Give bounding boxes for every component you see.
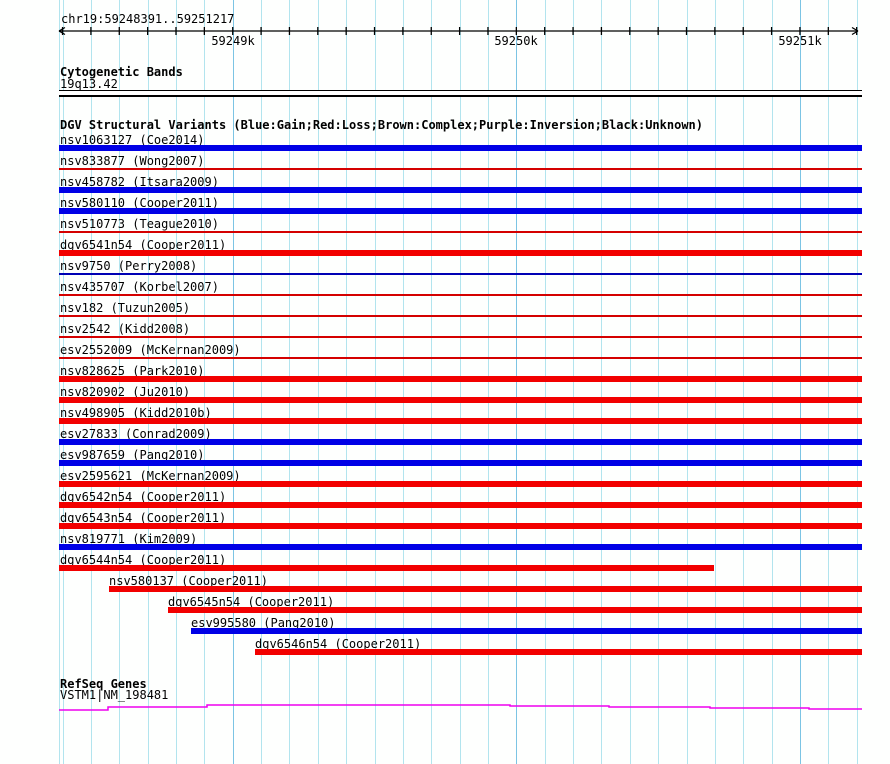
variant-bar[interactable] bbox=[59, 481, 862, 487]
gridline bbox=[516, 0, 517, 764]
gridline bbox=[772, 0, 773, 764]
variant-label: nsv819771 (Kim2009) bbox=[60, 532, 198, 546]
variant-bar[interactable] bbox=[59, 336, 862, 338]
variant-label: nsv435707 (Korbel2007) bbox=[60, 280, 219, 294]
variant-bar[interactable] bbox=[191, 628, 862, 634]
variant-label: dgv6545n54 (Cooper2011) bbox=[168, 595, 335, 609]
variant-bar[interactable] bbox=[59, 544, 862, 550]
cytoband-section-title: Cytogenetic Bands bbox=[60, 65, 183, 79]
gridline bbox=[687, 0, 688, 764]
gridline bbox=[375, 0, 376, 764]
variant-label: nsv2542 (Kidd2008) bbox=[60, 322, 191, 336]
variant-bar[interactable] bbox=[59, 187, 862, 193]
ruler-tick-label: 59249k bbox=[211, 34, 255, 48]
gridline bbox=[488, 0, 489, 764]
variant-label: dgv6543n54 (Cooper2011) bbox=[60, 511, 227, 525]
variant-bar[interactable] bbox=[59, 565, 714, 571]
cytoband-name-label: 19q13.42 bbox=[60, 77, 118, 91]
gridline bbox=[743, 0, 744, 764]
gridline bbox=[573, 0, 574, 764]
variant-label: nsv458782 (Itsara2009) bbox=[60, 175, 219, 189]
variant-bar[interactable] bbox=[59, 376, 862, 382]
gridline bbox=[63, 0, 64, 764]
gridline bbox=[148, 0, 149, 764]
variant-bar[interactable] bbox=[59, 273, 862, 275]
variant-label: nsv1063127 (Coe2014) bbox=[60, 133, 205, 147]
variant-bar[interactable] bbox=[59, 145, 862, 151]
variant-bar[interactable] bbox=[59, 294, 862, 296]
variant-bar[interactable] bbox=[59, 168, 862, 170]
variant-bar[interactable] bbox=[59, 208, 862, 214]
ruler-axis[interactable] bbox=[0, 0, 890, 50]
variant-label: esv987659 (Pang2010) bbox=[60, 448, 205, 462]
variant-label: nsv9750 (Perry2008) bbox=[60, 259, 198, 273]
variant-bar[interactable] bbox=[168, 607, 862, 613]
variant-label: esv2552009 (McKernan2009) bbox=[60, 343, 241, 357]
gridline bbox=[431, 0, 432, 764]
variant-label: nsv580110 (Cooper2011) bbox=[60, 196, 219, 210]
gridline bbox=[289, 0, 290, 764]
variant-bar[interactable] bbox=[59, 250, 862, 256]
variant-bar[interactable] bbox=[59, 523, 862, 529]
variant-label: dgv6542n54 (Cooper2011) bbox=[60, 490, 227, 504]
gridline bbox=[828, 0, 829, 764]
variant-label: dgv6544n54 (Cooper2011) bbox=[60, 553, 227, 567]
variant-label: nsv833877 (Wong2007) bbox=[60, 154, 205, 168]
variant-label: esv2595621 (McKernan2009) bbox=[60, 469, 241, 483]
variant-label: nsv820902 (Ju2010) bbox=[60, 385, 191, 399]
variant-bar[interactable] bbox=[59, 439, 862, 445]
variant-label: nsv498905 (Kidd2010b) bbox=[60, 406, 212, 420]
gridline bbox=[601, 0, 602, 764]
variant-label: esv995580 (Pang2010) bbox=[191, 616, 336, 630]
gridline bbox=[630, 0, 631, 764]
variant-label: nsv580137 (Cooper2011) bbox=[109, 574, 268, 588]
variant-bar[interactable] bbox=[59, 315, 862, 317]
variant-bar[interactable] bbox=[59, 231, 862, 233]
gridline bbox=[91, 0, 92, 764]
gridline bbox=[59, 0, 60, 764]
region-position-label: chr19:59248391..59251217 bbox=[61, 12, 235, 26]
variant-bar[interactable] bbox=[59, 357, 862, 359]
variant-label: nsv510773 (Teague2010) bbox=[60, 217, 219, 231]
gridline bbox=[460, 0, 461, 764]
gridline bbox=[857, 0, 858, 764]
refseq-gene-label: VSTM1|NM_198481 bbox=[60, 688, 169, 702]
gridline bbox=[545, 0, 546, 764]
refseq-section-title: RefSeq Genes bbox=[60, 677, 147, 691]
gridline bbox=[176, 0, 177, 764]
dgv-section-title: DGV Structural Variants (Blue:Gain;Red:L… bbox=[60, 118, 703, 132]
gridline bbox=[658, 0, 659, 764]
gridline bbox=[318, 0, 319, 764]
variant-bar[interactable] bbox=[59, 460, 862, 466]
gridline bbox=[346, 0, 347, 764]
gridline bbox=[403, 0, 404, 764]
variant-bar[interactable] bbox=[59, 397, 862, 403]
gridline bbox=[233, 0, 234, 764]
cytoband-rect[interactable] bbox=[59, 90, 862, 97]
gridline bbox=[800, 0, 801, 764]
gridline bbox=[715, 0, 716, 764]
gene-line[interactable] bbox=[59, 704, 862, 711]
variant-label: dgv6541n54 (Cooper2011) bbox=[60, 238, 227, 252]
gridline bbox=[204, 0, 205, 764]
variant-bar[interactable] bbox=[109, 586, 862, 592]
variant-label: dgv6546n54 (Cooper2011) bbox=[255, 637, 422, 651]
ruler-tick-label: 59250k bbox=[494, 34, 538, 48]
gridline bbox=[261, 0, 262, 764]
variant-label: esv27833 (Conrad2009) bbox=[60, 427, 212, 441]
variant-bar[interactable] bbox=[59, 502, 862, 508]
variant-bar[interactable] bbox=[59, 418, 862, 424]
variant-label: nsv182 (Tuzun2005) bbox=[60, 301, 191, 315]
ruler-tick-label: 59251k bbox=[778, 34, 822, 48]
variant-label: nsv828625 (Park2010) bbox=[60, 364, 205, 378]
gridline bbox=[119, 0, 120, 764]
variant-bar[interactable] bbox=[255, 649, 862, 655]
